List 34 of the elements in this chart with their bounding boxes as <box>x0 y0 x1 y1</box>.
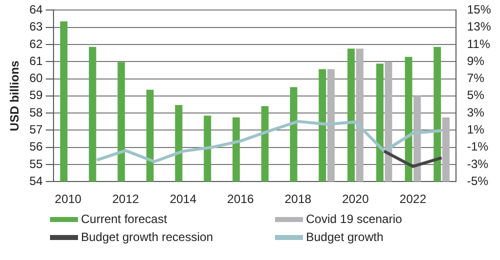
y-tick-label: 56 <box>29 140 44 154</box>
y2-tick-label: 1% <box>466 122 485 136</box>
x-tick-label: 2016 <box>227 192 254 206</box>
y2-tick-label: 9% <box>466 54 485 68</box>
y-tick-label: 62 <box>29 36 44 51</box>
legend-label: Budget growth recession <box>81 230 214 244</box>
x-tick-label: 2020 <box>342 192 370 206</box>
y2-tick-label: -1% <box>466 140 489 154</box>
y2-tick-label: 11% <box>466 36 490 51</box>
x-tick-label: 2018 <box>284 192 312 206</box>
y-tick-label: 60 <box>29 71 44 86</box>
x-tick-label: 2022 <box>400 192 427 206</box>
y2-tick-label: 3% <box>466 105 485 120</box>
x-tick-label: 2012 <box>112 192 140 206</box>
y2-tick-label: -5% <box>466 174 489 188</box>
legend-label: Budget growth <box>306 230 384 244</box>
y-tick-label: 55 <box>29 156 44 171</box>
y2-tick-label: 5% <box>466 88 485 102</box>
x-tick-label: 2014 <box>170 192 197 206</box>
y2-tick-label: 15% <box>466 2 492 17</box>
y-tick-label: 58 <box>29 105 44 120</box>
legend-label: Current forecast <box>81 212 168 226</box>
legend-label: Covid 19 scenario <box>306 212 402 226</box>
y-tick-label: 57 <box>29 122 44 136</box>
y-tick-label: 54 <box>29 174 44 188</box>
y2-tick-label: 13% <box>466 20 492 34</box>
y-tick-label: 64 <box>29 2 44 17</box>
y-axis-title: USD billions <box>8 60 22 132</box>
y-tick-label: 63 <box>29 20 44 34</box>
x-tick-label: 2010 <box>54 192 82 206</box>
y-tick-label: 61 <box>29 54 44 68</box>
y-tick-label: 59 <box>29 88 44 102</box>
y2-tick-label: -3% <box>466 156 489 171</box>
y2-tick-label: 7% <box>466 71 485 86</box>
